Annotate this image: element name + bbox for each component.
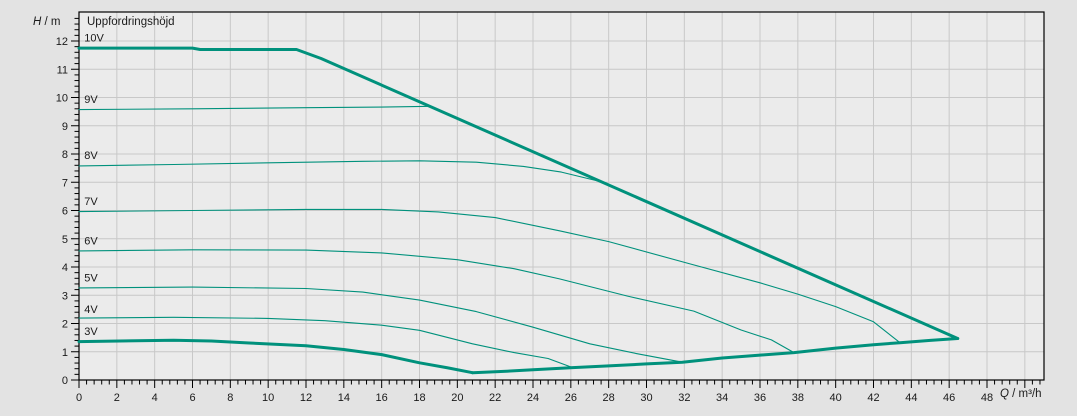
y-tick-label: 0 <box>62 375 68 387</box>
chart-title: Uppfordringshöjd <box>87 16 175 28</box>
y-axis-unit: / m <box>41 16 61 28</box>
plot-frame <box>78 11 1045 381</box>
curve-10V <box>77 46 960 340</box>
x-tick-label: 6 <box>189 392 195 404</box>
x-axis-symbol: Q <box>1000 388 1009 400</box>
curve-7V <box>78 208 901 344</box>
x-tick-label: 30 <box>640 392 652 404</box>
y-axis-label: H / m <box>33 16 60 28</box>
y-tick-label: 3 <box>62 290 68 302</box>
curve-label-10V: 10V <box>84 33 104 45</box>
y-tick-label: 9 <box>62 121 68 133</box>
x-tick-label: 20 <box>451 392 463 404</box>
y-tick-label: 4 <box>62 262 68 274</box>
curve-label-3V: 3V <box>84 326 98 338</box>
x-tick-label: 8 <box>227 392 233 404</box>
y-tick-label: 12 <box>56 36 68 48</box>
x-tick-label: 0 <box>76 392 82 404</box>
x-tick-label: 36 <box>754 392 766 404</box>
y-axis-symbol: H <box>33 16 42 28</box>
curve-4V <box>78 316 574 369</box>
y-tick-label: 7 <box>62 177 68 189</box>
plot-area <box>79 12 1044 380</box>
x-tick-label: 28 <box>603 392 615 404</box>
curve-3V <box>77 338 474 375</box>
x-tick-label: 18 <box>413 392 425 404</box>
curve-5V <box>78 286 683 363</box>
curve-max-flow-envelope <box>471 337 960 375</box>
x-tick-label: 12 <box>300 392 312 404</box>
x-tick-label: 4 <box>152 392 158 404</box>
y-tick-label: 8 <box>62 149 68 161</box>
curve-label-4V: 4V <box>84 304 98 316</box>
x-tick-label: 42 <box>867 392 879 404</box>
curve-6V <box>78 249 795 354</box>
y-tick-label: 11 <box>57 64 68 76</box>
curve-label-6V: 6V <box>84 236 98 248</box>
y-tick-label: 10 <box>56 93 68 105</box>
curve-9V <box>78 105 432 111</box>
curve-label-8V: 8V <box>84 150 98 162</box>
x-axis-label: Q / m³/h <box>1000 388 1042 400</box>
x-tick-label: 26 <box>565 392 577 404</box>
x-tick-label: 40 <box>830 392 842 404</box>
x-tick-label: 10 <box>262 392 274 404</box>
curve-label-9V: 9V <box>84 94 98 106</box>
y-tick-label: 5 <box>62 234 68 246</box>
x-tick-label: 44 <box>905 392 917 404</box>
x-tick-label: 24 <box>527 392 539 404</box>
x-tick-label: 34 <box>716 392 728 404</box>
y-tick-label: 6 <box>62 206 68 218</box>
x-tick-label: 38 <box>792 392 804 404</box>
curve-label-7V: 7V <box>84 196 98 208</box>
curve-label-5V: 5V <box>84 273 98 285</box>
x-axis-unit: / m³/h <box>1008 388 1042 400</box>
y-tick-label: 2 <box>62 319 68 331</box>
x-tick-label: 48 <box>981 392 993 404</box>
x-tick-label: 46 <box>943 392 955 404</box>
x-tick-label: 16 <box>376 392 388 404</box>
curve-8V <box>78 160 608 184</box>
x-tick-label: 32 <box>678 392 690 404</box>
x-tick-label: 2 <box>114 392 120 404</box>
x-tick-label: 22 <box>489 392 501 404</box>
y-tick-label: 1 <box>62 347 68 359</box>
x-tick-label: 14 <box>338 392 350 404</box>
